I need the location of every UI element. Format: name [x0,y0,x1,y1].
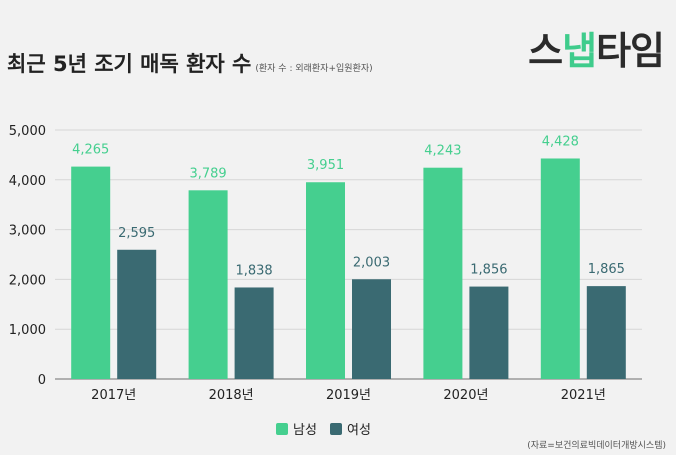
chart-subtitle: (환자 수 : 외래환자+입원환자) [255,64,373,74]
legend-swatch-male [276,423,288,435]
y-tick-label: 0 [38,373,46,388]
data-label: 3,951 [307,158,344,173]
x-tick-label: 2018년 [209,388,254,403]
x-tick-label: 2017년 [91,388,136,403]
legend-label-female: 여성 [347,423,371,438]
y-tick-label: 4,000 [9,174,46,189]
logo-part-3: 타임 [596,29,665,73]
chart-title: 최근 5년 조기 매독 환자 수 (환자 수 : 외래환자+입원환자) [7,48,373,78]
data-label: 1,856 [470,263,507,278]
bar-male-3 [423,167,463,379]
bar-male-2 [306,182,345,379]
y-tick-label: 1,000 [9,323,46,338]
x-tick-label: 2019년 [326,388,371,403]
legend-label-male: 남성 [293,423,317,438]
data-source: (자료=보건의료빅데이터개방시스템) [527,441,666,451]
data-label: 4,265 [72,143,109,158]
bar-male-4 [540,158,580,379]
x-tick-label: 2020년 [443,388,488,403]
y-tick-label: 2,000 [9,273,46,288]
logo-part-2: 냅 [562,29,597,73]
snaptime-logo: 스냅타임 [528,20,665,75]
data-label: 3,789 [189,166,226,181]
data-label: 2,003 [353,255,390,270]
data-label: 4,243 [424,144,461,159]
bar-female-0 [117,249,157,379]
y-tick-label: 3,000 [9,224,46,239]
bar-female-1 [234,287,274,379]
x-tick-label: 2021년 [561,388,606,403]
logo-part-1: 스 [528,29,563,73]
bar-female-3 [469,286,509,379]
bar-female-2 [352,279,391,379]
bar-male-0 [71,166,111,379]
data-label: 1,838 [235,263,272,278]
chart-title-text: 최근 5년 조기 매독 환자 수 [7,52,252,76]
data-label: 1,865 [588,262,625,277]
legend-swatch-female [330,423,342,435]
data-label: 4,428 [542,134,579,149]
bar-female-4 [586,286,626,379]
bar-male-1 [188,190,228,379]
y-tick-label: 5,000 [9,124,46,139]
data-label: 2,595 [118,226,155,241]
